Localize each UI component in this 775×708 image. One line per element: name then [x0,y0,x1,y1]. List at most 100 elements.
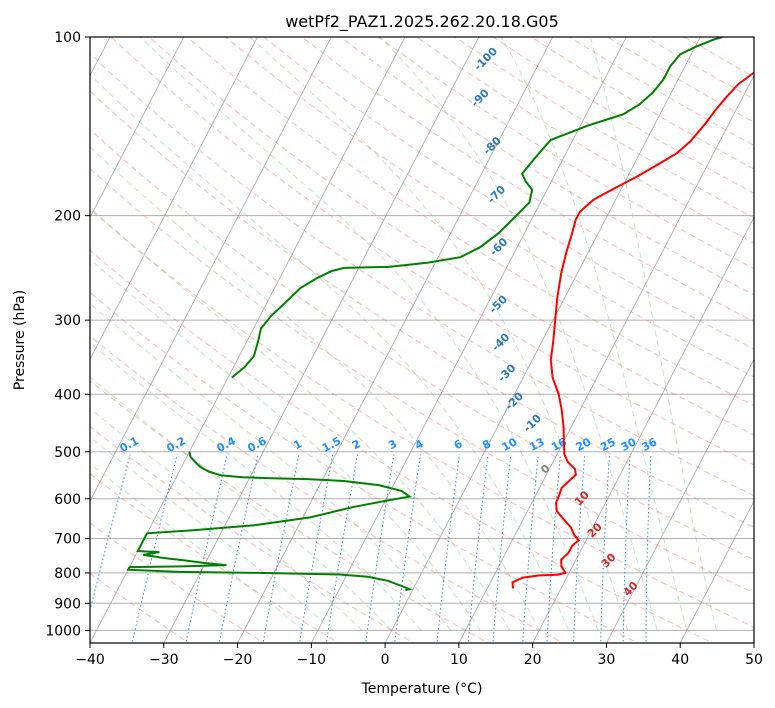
plot-frame [89,36,755,644]
y-tick-label: 600 [54,492,81,508]
mixing-ratio-line [600,454,610,643]
dry-adiabat-label: -40 [489,330,512,353]
x-tick-label: −30 [149,652,179,668]
dry-adiabat [90,379,490,643]
dry-adiabat [90,425,415,643]
dry-adiabat [263,37,754,350]
mixing-ratio-line [262,454,300,643]
x-tick-label: 0 [381,652,390,668]
mixing-ratio-line [622,454,631,643]
mixing-ratio-label: 3 [386,437,399,452]
dry-adiabat-label: -90 [469,86,492,109]
y-tick-label: 300 [54,313,81,329]
mixing-ratio-label: 20 [574,435,594,454]
dry-adiabat [90,473,340,643]
x-tick-label: 50 [745,652,763,668]
isotherms [90,37,754,643]
y-tick-label: 800 [54,566,81,582]
moist-adiabat [90,376,392,631]
mixing-ratio-line [299,454,334,643]
x-tick-label: 30 [598,652,616,668]
x-axis-ticks: −40 −30 −20 −10 0 10 20 30 40 50 [75,643,763,668]
dry-adiabat-label: -70 [485,183,508,206]
dry-adiabat [301,37,754,323]
isotherm [90,37,185,219]
x-axis-label: Temperature (°C) [361,681,483,697]
y-tick-label: 1000 [45,623,81,639]
isotherm [163,37,480,643]
dry-adiabat [90,90,754,528]
dry-adiabat [90,128,754,561]
moist-adiabat [90,206,511,631]
mixing-ratio-label: 25 [598,435,618,454]
mixing-ratio-label: 16 [549,435,569,454]
plot-area: 0.1 0.2 0.4 0.6 1 1.5 2 3 4 6 8 10 13 16 20 25 30 36-100-… [90,37,754,643]
dry-adiabats [90,37,754,643]
moist-adiabat [379,37,658,631]
x-tick-label: −10 [297,652,327,668]
dry-adiabat [90,208,754,628]
mixing-ratio-line [492,454,512,643]
dewpoint-line [231,37,723,379]
moist-adiabats [90,37,717,631]
moist-adiabat [90,341,422,631]
y-axis-label: Pressure (hPa) [12,290,28,390]
x-tick-label: 20 [524,652,542,668]
isotherm [237,37,554,643]
moist-adiabat [90,407,363,631]
mixing-ratio-line [394,454,421,643]
isotherm [532,216,754,643]
moist-adiabat-label: 10 [572,488,592,508]
mixing-ratio-line [218,454,259,643]
y-axis-ticks: 100 200 300 400 500 600 700 800 900 1000 [45,30,90,639]
isotherm [458,74,754,643]
dry-adiabat [569,37,754,146]
moist-adiabat [90,258,481,631]
isotherm [90,37,258,361]
y-tick-label: 900 [54,596,81,612]
dry-adiabat [90,168,754,594]
isotherm [90,37,406,643]
mixing-ratio-label: 4 [413,437,426,452]
mixing-ratio-line [436,454,460,643]
y-tick-label: 100 [54,30,81,46]
chart-title: wetPf2_PAZ1.2025.262.20.18.G05 [285,12,559,32]
isotherm [606,358,754,643]
isotherm [90,37,332,502]
moist-adiabat [139,37,599,631]
x-tick-label: −40 [75,652,105,668]
dry-adiabat [90,52,754,497]
dry-adiabat [90,291,639,643]
moist-adiabat [589,37,717,631]
dry-adiabat [607,37,754,123]
mixing-ratio-label: 1 [291,437,304,452]
moist-adiabat [90,436,333,631]
x-tick-label: 10 [450,652,468,668]
isotherm [679,500,754,643]
y-tick-label: 400 [54,387,81,403]
dry-adiabat-label: -100 [471,45,500,74]
dry-adiabat [148,37,754,436]
mixing-ratio-label: 30 [619,435,639,454]
moist-adiabat-label: 0 [538,462,553,477]
dry-adiabat-label: -50 [487,293,510,316]
x-tick-label: −20 [223,652,253,668]
line-labels: 0.1 0.2 0.4 0.6 1 1.5 2 3 4 6 8 10 13 16 20 25 30 36-100-… [118,45,660,600]
dry-adiabat [645,37,754,100]
dewpoint-line [126,451,413,592]
moist-adiabat [90,146,540,631]
mixing-ratio-line [573,454,586,643]
x-tick-label: 40 [671,652,689,668]
dry-adiabat [225,37,754,378]
isotherm [384,37,701,643]
dry-adiabat [339,37,754,296]
dry-adiabat [378,37,754,270]
isotherm [310,37,627,643]
mixing-ratio-line [185,454,228,643]
mixing-ratio-line [546,454,561,643]
mixing-ratio-label: 13 [527,435,547,454]
dry-adiabat [110,37,754,466]
sounding-series [126,37,754,592]
temperature-line [511,71,754,589]
